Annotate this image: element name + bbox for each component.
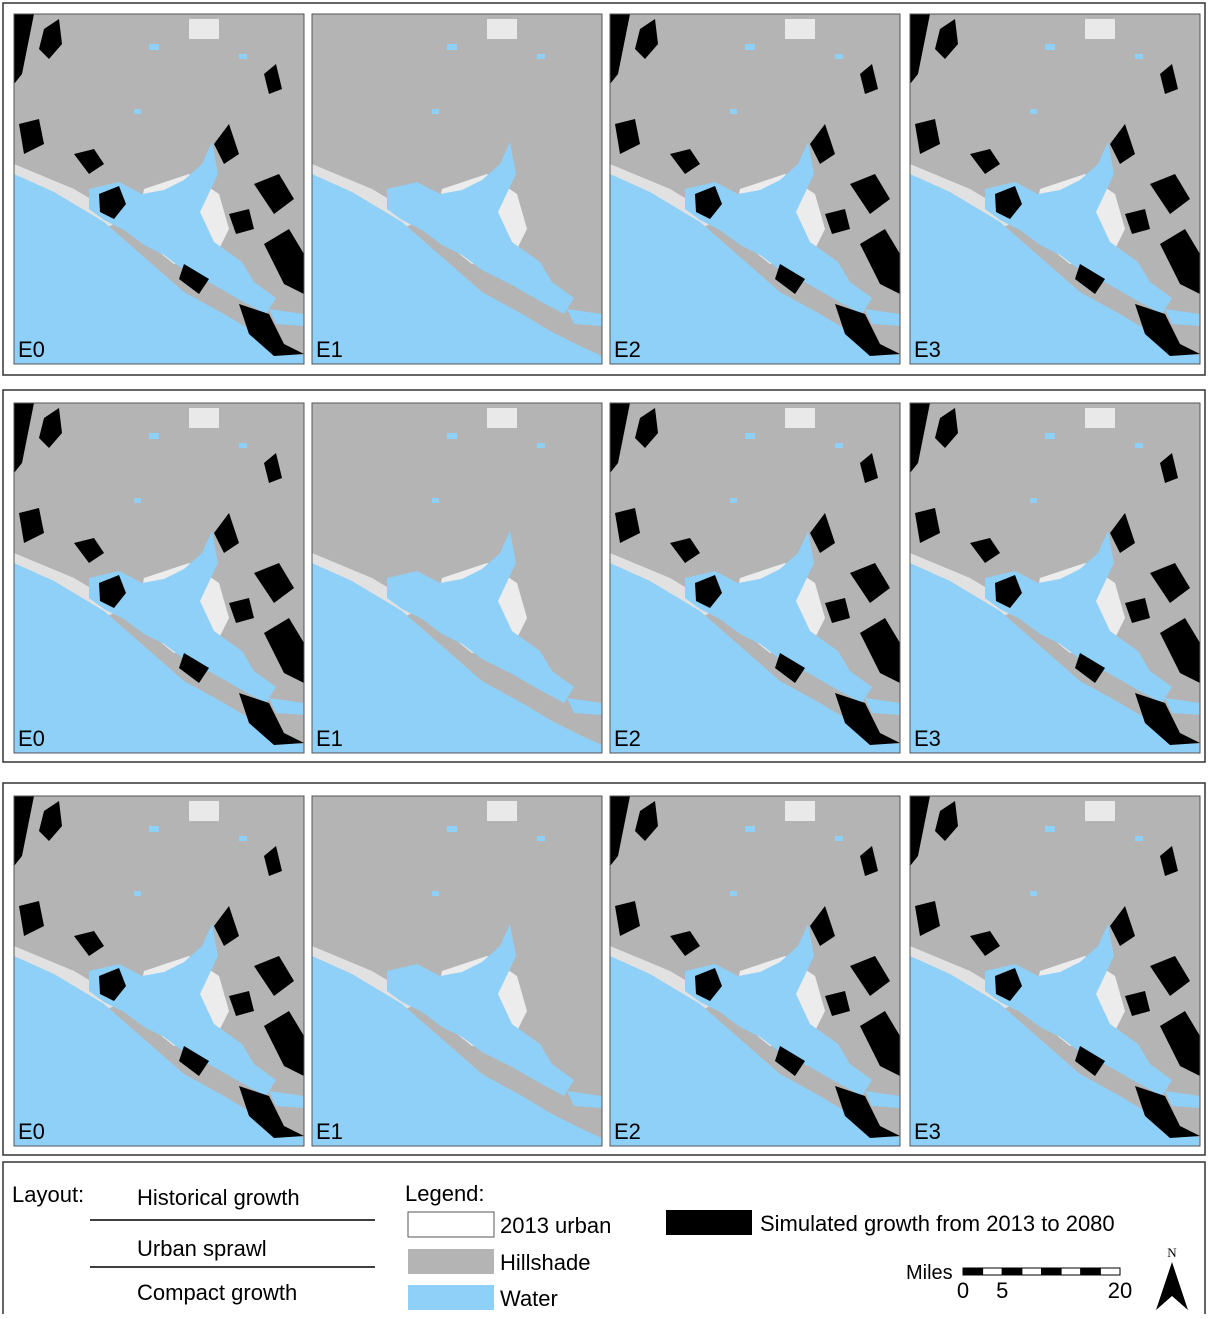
layout-row: Historical growth bbox=[137, 1185, 300, 1210]
map-panel: E3 bbox=[910, 403, 1200, 753]
scale-unit: Miles bbox=[906, 1262, 953, 1284]
panel-label: E3 bbox=[914, 337, 941, 362]
map-panel: E1 bbox=[312, 796, 602, 1146]
legend-title: Legend: bbox=[405, 1181, 485, 1206]
map-panel: E2 bbox=[610, 796, 900, 1146]
panel-label: E3 bbox=[914, 726, 941, 751]
map-panel: E1 bbox=[312, 14, 602, 364]
panel-label: E2 bbox=[614, 337, 641, 362]
scale-segment bbox=[963, 1268, 983, 1275]
map-panel: E0 bbox=[14, 403, 304, 753]
scale-segment bbox=[1002, 1268, 1022, 1275]
legend-swatch bbox=[408, 1212, 494, 1237]
panel-label: E0 bbox=[18, 1119, 45, 1144]
map-base bbox=[312, 403, 602, 753]
north-arrow bbox=[1156, 1262, 1188, 1310]
scale-segment bbox=[1022, 1268, 1042, 1275]
north-label: N bbox=[1167, 1245, 1177, 1260]
map-panels: E0 E1 E2 E3 E0 E1 E2 E3 E0 E1 E2 E3 bbox=[3, 3, 1205, 1155]
map-base bbox=[312, 14, 602, 364]
map-base bbox=[312, 796, 602, 1146]
map-panel: E2 bbox=[610, 403, 900, 753]
panel-label: E2 bbox=[614, 1119, 641, 1144]
map-panel: E1 bbox=[312, 403, 602, 753]
panel-label: E2 bbox=[614, 726, 641, 751]
legend-swatch bbox=[666, 1210, 752, 1235]
legend-label: Water bbox=[500, 1286, 558, 1311]
legend-label: 2013 urban bbox=[500, 1213, 611, 1238]
figure: E0 E1 E2 E3 E0 E1 E2 E3 E0 E1 E2 E3 Layout: Histori… bbox=[0, 0, 1208, 1314]
legend-swatch bbox=[408, 1285, 494, 1310]
panel-label: E0 bbox=[18, 337, 45, 362]
layout-row: Urban sprawl bbox=[137, 1236, 267, 1261]
scale-tick-label: 20 bbox=[1108, 1278, 1132, 1303]
scale-segment bbox=[1100, 1268, 1120, 1275]
legend-swatch bbox=[408, 1249, 494, 1274]
map-panel: E0 bbox=[14, 14, 304, 364]
layout-title: Layout: bbox=[12, 1182, 84, 1207]
map-panel: E3 bbox=[910, 796, 1200, 1146]
scale-segment bbox=[983, 1268, 1003, 1275]
scale-segment bbox=[1081, 1268, 1101, 1275]
scale-tick-label: 0 bbox=[957, 1278, 969, 1303]
panel-label: E0 bbox=[18, 726, 45, 751]
legend-label: Simulated growth from 2013 to 2080 bbox=[760, 1211, 1115, 1236]
legend-box: Layout: Historical growth Urban sprawl C… bbox=[3, 1162, 1205, 1314]
panel-label: E3 bbox=[914, 1119, 941, 1144]
map-panel: E0 bbox=[14, 796, 304, 1146]
scale-segment bbox=[1042, 1268, 1062, 1275]
panel-label: E1 bbox=[316, 337, 343, 362]
legend-label: Hillshade bbox=[500, 1250, 591, 1275]
scale-tick-label: 5 bbox=[996, 1278, 1008, 1303]
map-panel: E3 bbox=[910, 14, 1200, 364]
panel-label: E1 bbox=[316, 1119, 343, 1144]
panel-label: E1 bbox=[316, 726, 343, 751]
layout-row: Compact growth bbox=[137, 1280, 297, 1305]
map-panel: E2 bbox=[610, 14, 900, 364]
scale-segment bbox=[1061, 1268, 1081, 1275]
